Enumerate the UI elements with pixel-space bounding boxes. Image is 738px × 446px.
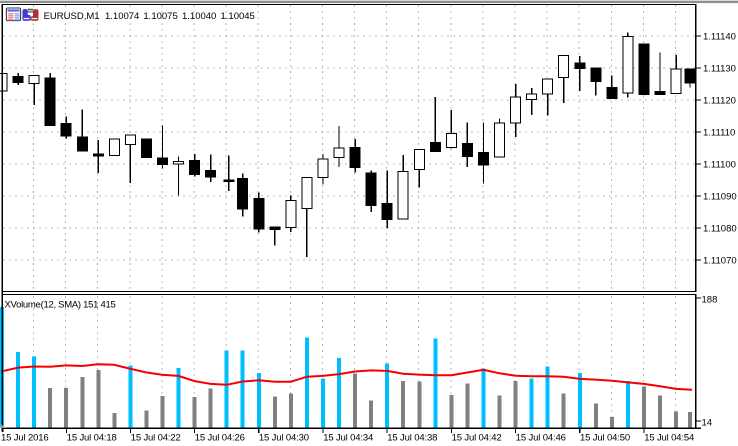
svg-text:14: 14 [702, 418, 713, 429]
svg-text:1.11100: 1.11100 [703, 160, 736, 171]
svg-text:15 Jul 04:46: 15 Jul 04:46 [516, 433, 566, 444]
svg-text:15 Jul 04:50: 15 Jul 04:50 [580, 433, 630, 444]
svg-text:15 Jul 04:34: 15 Jul 04:34 [323, 433, 373, 444]
svg-text:15 Jul 04:54: 15 Jul 04:54 [644, 433, 694, 444]
svg-text:1.11070: 1.11070 [703, 256, 737, 267]
svg-text:1.10040: 1.10040 [182, 11, 216, 22]
svg-text:15 Jul 04:38: 15 Jul 04:38 [387, 433, 437, 444]
svg-text:15 Jul 04:22: 15 Jul 04:22 [131, 433, 181, 444]
svg-text:15 Jul 2016: 15 Jul 2016 [1, 433, 48, 444]
svg-text:1.10074: 1.10074 [105, 11, 139, 22]
svg-text:1.11120: 1.11120 [703, 96, 736, 107]
svg-text:1.11140: 1.11140 [703, 32, 736, 43]
svg-text:1.11090: 1.11090 [703, 192, 737, 203]
svg-text:15 Jul 04:18: 15 Jul 04:18 [67, 433, 117, 444]
svg-text:1.10075: 1.10075 [143, 11, 177, 22]
svg-text:1.11080: 1.11080 [703, 224, 737, 235]
svg-text:15 Jul 04:26: 15 Jul 04:26 [195, 433, 245, 444]
svg-text:15 Jul 04:30: 15 Jul 04:30 [259, 433, 309, 444]
svg-text:188: 188 [702, 295, 718, 306]
svg-text:EURUSD,M1: EURUSD,M1 [44, 11, 100, 22]
svg-text:1.10045: 1.10045 [221, 11, 255, 22]
svg-text:1.11130: 1.11130 [703, 64, 736, 75]
svg-text:1.11110: 1.11110 [703, 128, 735, 139]
svg-text:XVolume(12, SMA) 151 415: XVolume(12, SMA) 151 415 [5, 300, 116, 311]
svg-text:15 Jul 04:42: 15 Jul 04:42 [452, 433, 502, 444]
